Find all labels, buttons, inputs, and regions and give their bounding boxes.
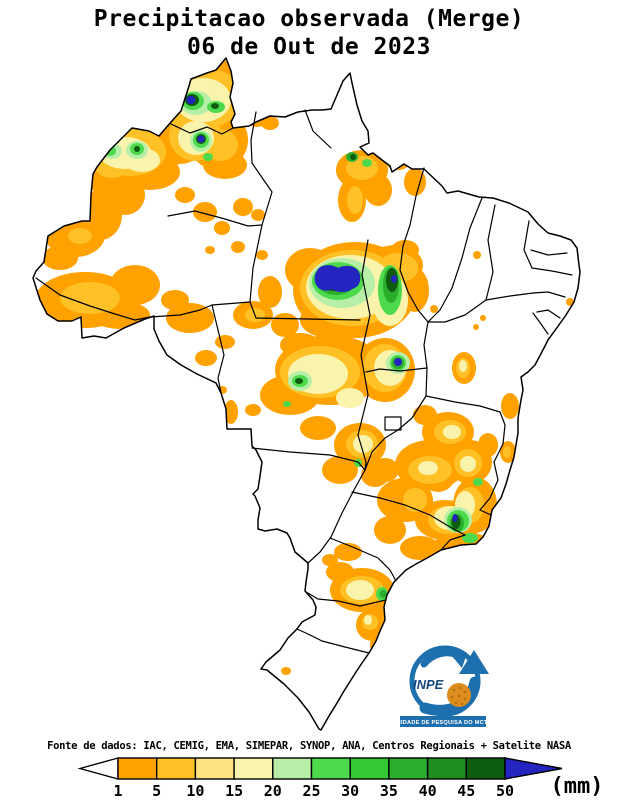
inpe-logo: INPE UNIDADE DE PESQUISA DO MCTIC [392, 645, 493, 727]
state-border-sp-pr [329, 537, 397, 582]
colorbar-box-35 [388, 757, 429, 780]
state-border-al-se [536, 309, 561, 319]
colorbar-box-10 [194, 757, 235, 780]
state-border-mg-es [479, 443, 504, 516]
state-border-rr-am [170, 123, 234, 135]
state-borders [35, 109, 573, 654]
state-border-ma-to [399, 245, 429, 323]
state-border-ba-go [425, 367, 428, 397]
state-border-pr-sc [305, 591, 387, 607]
state-border-am-mt-pa [211, 301, 361, 321]
state-border-ro-mt [211, 304, 225, 394]
inpe-logo-globe-dots [450, 686, 467, 706]
title-line1: Precipitacao observada (Merge) [93, 6, 525, 32]
precip-level-above-50mm [186, 96, 458, 522]
state-border-am-pa [249, 111, 273, 303]
state-border-pa-ma [402, 167, 425, 247]
state-border-araguaia [357, 239, 371, 471]
state-border-rj-sp [440, 534, 466, 551]
state-border-ma-pi [427, 197, 483, 323]
colorbar-tick-50: 50 [496, 782, 514, 800]
colorbar-box-30 [349, 757, 390, 780]
colorbar-tick-1: 1 [113, 782, 122, 800]
state-border-mt-ms [251, 447, 366, 471]
colorbar-box-1 [117, 757, 158, 780]
state-border-pb-pe [531, 267, 573, 276]
state-border-ba-mg [425, 395, 506, 445]
state-border-am-ro [149, 304, 213, 318]
colorbar-unit-label: (mm) [551, 774, 604, 799]
inpe-logo-arrow-head [459, 650, 489, 674]
state-border-to-go [365, 367, 428, 373]
state-border-to-ba [423, 321, 429, 369]
inpe-logo-banner [400, 716, 486, 727]
state-border-sc-rs [296, 628, 370, 654]
colorbar-box-45 [465, 757, 506, 780]
colorbar-tick-25: 25 [302, 782, 320, 800]
state-border-pi-ba [427, 299, 487, 323]
colorbar-box-25 [310, 757, 351, 780]
colorbar-tick-5: 5 [152, 782, 161, 800]
colorbar-tick-35: 35 [380, 782, 398, 800]
colorbar-box-40 [426, 757, 468, 780]
title-line2-date: 06 de Out de 2023 [187, 34, 431, 60]
state-border-go-mg [364, 395, 427, 471]
state-border-se-ba [532, 312, 549, 335]
state-border-ap-pa [304, 109, 332, 149]
colorbar-tick-40: 40 [419, 782, 437, 800]
colorbar-box-20 [272, 757, 313, 780]
colorbar-box-15 [233, 757, 274, 780]
colorbar-tick-15: 15 [225, 782, 243, 800]
state-border-parana-river [307, 469, 366, 564]
colorbar-tick-10: 10 [186, 782, 204, 800]
distrito-federal-square [384, 416, 402, 431]
state-border-ce-rn [523, 220, 533, 269]
colorbar-arrow-below [77, 757, 119, 780]
precipitation-colorbar: 1 5 10 15 20 25 30 35 40 45 50 (mm) [77, 757, 604, 800]
state-border-pe-al [532, 291, 566, 298]
colorbar-arrow-above [504, 757, 563, 780]
state-border-pe-ba [485, 292, 534, 301]
inpe-logo-acronym: INPE [413, 677, 444, 692]
inpe-logo-swirl [420, 649, 461, 668]
colorbar-tick-45: 45 [457, 782, 475, 800]
state-border-sp-mg [351, 491, 466, 536]
page-title: Precipitacao observada (Merge) 06 de Out… [0, 5, 618, 61]
data-source-line: Fonte de dados: IAC, CEMIG, EMA, SIMEPAR… [47, 740, 571, 752]
inpe-logo-swirl-head [451, 653, 467, 668]
colorbar-box-5 [155, 757, 197, 780]
inpe-logo-banner-text: UNIDADE DE PESQUISA DO MCTIC [392, 720, 493, 726]
state-border-pi-ce [485, 204, 496, 301]
colorbar-tick-30: 30 [341, 782, 359, 800]
amazon-river-line [167, 210, 263, 227]
state-border-rn-pb [530, 249, 568, 256]
colorbar-tick-20: 20 [264, 782, 282, 800]
brazil-outline [32, 57, 581, 731]
state-border-ac-am [35, 277, 151, 321]
